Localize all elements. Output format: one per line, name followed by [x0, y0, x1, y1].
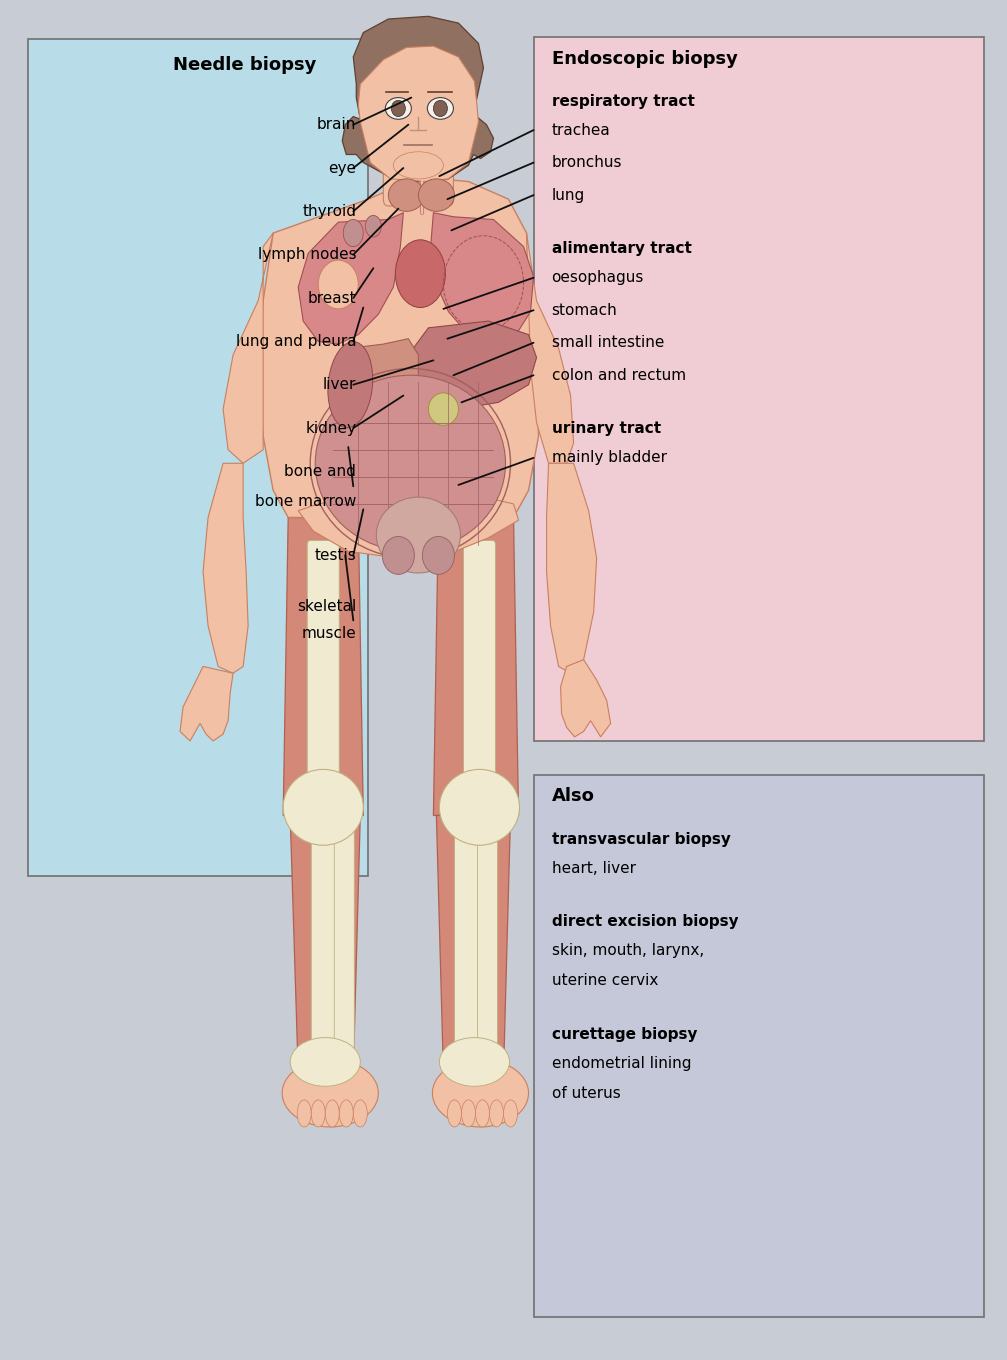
FancyBboxPatch shape [334, 827, 354, 1055]
Polygon shape [430, 212, 534, 344]
Text: endometrial lining: endometrial lining [552, 1055, 691, 1070]
Text: bone marrow: bone marrow [255, 494, 356, 509]
Polygon shape [258, 180, 539, 517]
Text: breast: breast [308, 291, 356, 306]
Text: bronchus: bronchus [552, 155, 622, 170]
FancyBboxPatch shape [477, 827, 497, 1055]
Ellipse shape [383, 536, 414, 574]
FancyBboxPatch shape [534, 37, 984, 741]
Polygon shape [180, 666, 233, 741]
Polygon shape [561, 660, 610, 737]
Ellipse shape [396, 239, 445, 307]
Ellipse shape [427, 98, 453, 120]
Ellipse shape [389, 180, 424, 211]
Ellipse shape [315, 375, 506, 551]
Ellipse shape [297, 1100, 311, 1127]
Polygon shape [290, 816, 361, 1073]
Ellipse shape [318, 260, 358, 309]
Ellipse shape [489, 1100, 504, 1127]
Polygon shape [338, 339, 418, 416]
Text: trachea: trachea [552, 122, 610, 137]
Text: urinary tract: urinary tract [552, 422, 661, 437]
Ellipse shape [418, 180, 454, 211]
Text: Needle biopsy: Needle biopsy [173, 56, 316, 73]
Text: liver: liver [323, 377, 356, 392]
Text: oesophagus: oesophagus [552, 271, 643, 286]
Ellipse shape [447, 1100, 461, 1127]
Text: skeletal: skeletal [297, 600, 356, 615]
Text: heart, liver: heart, liver [552, 861, 635, 876]
Polygon shape [527, 233, 574, 464]
Text: respiratory tract: respiratory tract [552, 94, 695, 109]
Ellipse shape [439, 770, 520, 846]
Polygon shape [298, 212, 404, 344]
Ellipse shape [366, 215, 382, 237]
Text: lung and pleura: lung and pleura [236, 335, 356, 350]
Polygon shape [298, 494, 519, 558]
Ellipse shape [428, 393, 458, 426]
FancyBboxPatch shape [311, 820, 337, 1062]
Text: Also: Also [552, 787, 594, 805]
Ellipse shape [439, 1038, 510, 1087]
Text: muscle: muscle [301, 627, 356, 642]
Polygon shape [436, 816, 511, 1073]
Text: small intestine: small intestine [552, 336, 664, 351]
Text: of uterus: of uterus [552, 1085, 620, 1100]
Polygon shape [224, 233, 273, 464]
FancyBboxPatch shape [28, 39, 369, 876]
Ellipse shape [339, 1100, 353, 1127]
FancyBboxPatch shape [454, 820, 480, 1062]
Text: thyroid: thyroid [302, 204, 356, 219]
Text: mainly bladder: mainly bladder [552, 450, 667, 465]
Polygon shape [547, 464, 596, 673]
Ellipse shape [475, 1100, 489, 1127]
Text: uterine cervix: uterine cervix [552, 974, 658, 989]
Text: kidney: kidney [305, 420, 356, 435]
Ellipse shape [290, 1038, 361, 1087]
Text: alimentary tract: alimentary tract [552, 241, 692, 256]
Polygon shape [433, 517, 519, 816]
FancyBboxPatch shape [534, 775, 984, 1316]
Text: brain: brain [317, 117, 356, 132]
Polygon shape [283, 517, 364, 816]
Text: transvascular biopsy: transvascular biopsy [552, 832, 730, 847]
Polygon shape [413, 321, 537, 409]
Ellipse shape [311, 1100, 325, 1127]
Ellipse shape [432, 1059, 529, 1127]
FancyBboxPatch shape [463, 540, 495, 786]
Text: direct excision biopsy: direct excision biopsy [552, 914, 738, 929]
Ellipse shape [461, 1100, 475, 1127]
Text: lung: lung [552, 188, 585, 203]
Text: eye: eye [328, 160, 356, 175]
FancyBboxPatch shape [307, 540, 339, 786]
Ellipse shape [377, 498, 460, 573]
Polygon shape [358, 46, 478, 182]
Ellipse shape [353, 1100, 368, 1127]
Text: lymph nodes: lymph nodes [258, 248, 356, 262]
Ellipse shape [504, 1100, 518, 1127]
Ellipse shape [392, 101, 406, 117]
Polygon shape [203, 464, 248, 673]
Ellipse shape [386, 98, 412, 120]
Ellipse shape [325, 1100, 339, 1127]
Text: stomach: stomach [552, 303, 617, 318]
Text: Endoscopic biopsy: Endoscopic biopsy [552, 50, 737, 68]
Text: bone and: bone and [284, 464, 356, 479]
Ellipse shape [422, 536, 454, 574]
Text: colon and rectum: colon and rectum [552, 367, 686, 382]
Ellipse shape [283, 770, 364, 846]
Polygon shape [342, 16, 493, 182]
Ellipse shape [282, 1059, 379, 1127]
Text: skin, mouth, larynx,: skin, mouth, larynx, [552, 944, 704, 959]
Text: curettage biopsy: curettage biopsy [552, 1027, 697, 1042]
Ellipse shape [343, 219, 364, 246]
Ellipse shape [328, 341, 373, 428]
Ellipse shape [433, 101, 447, 117]
Text: testis: testis [314, 548, 356, 563]
Ellipse shape [394, 152, 443, 180]
FancyBboxPatch shape [384, 118, 453, 205]
